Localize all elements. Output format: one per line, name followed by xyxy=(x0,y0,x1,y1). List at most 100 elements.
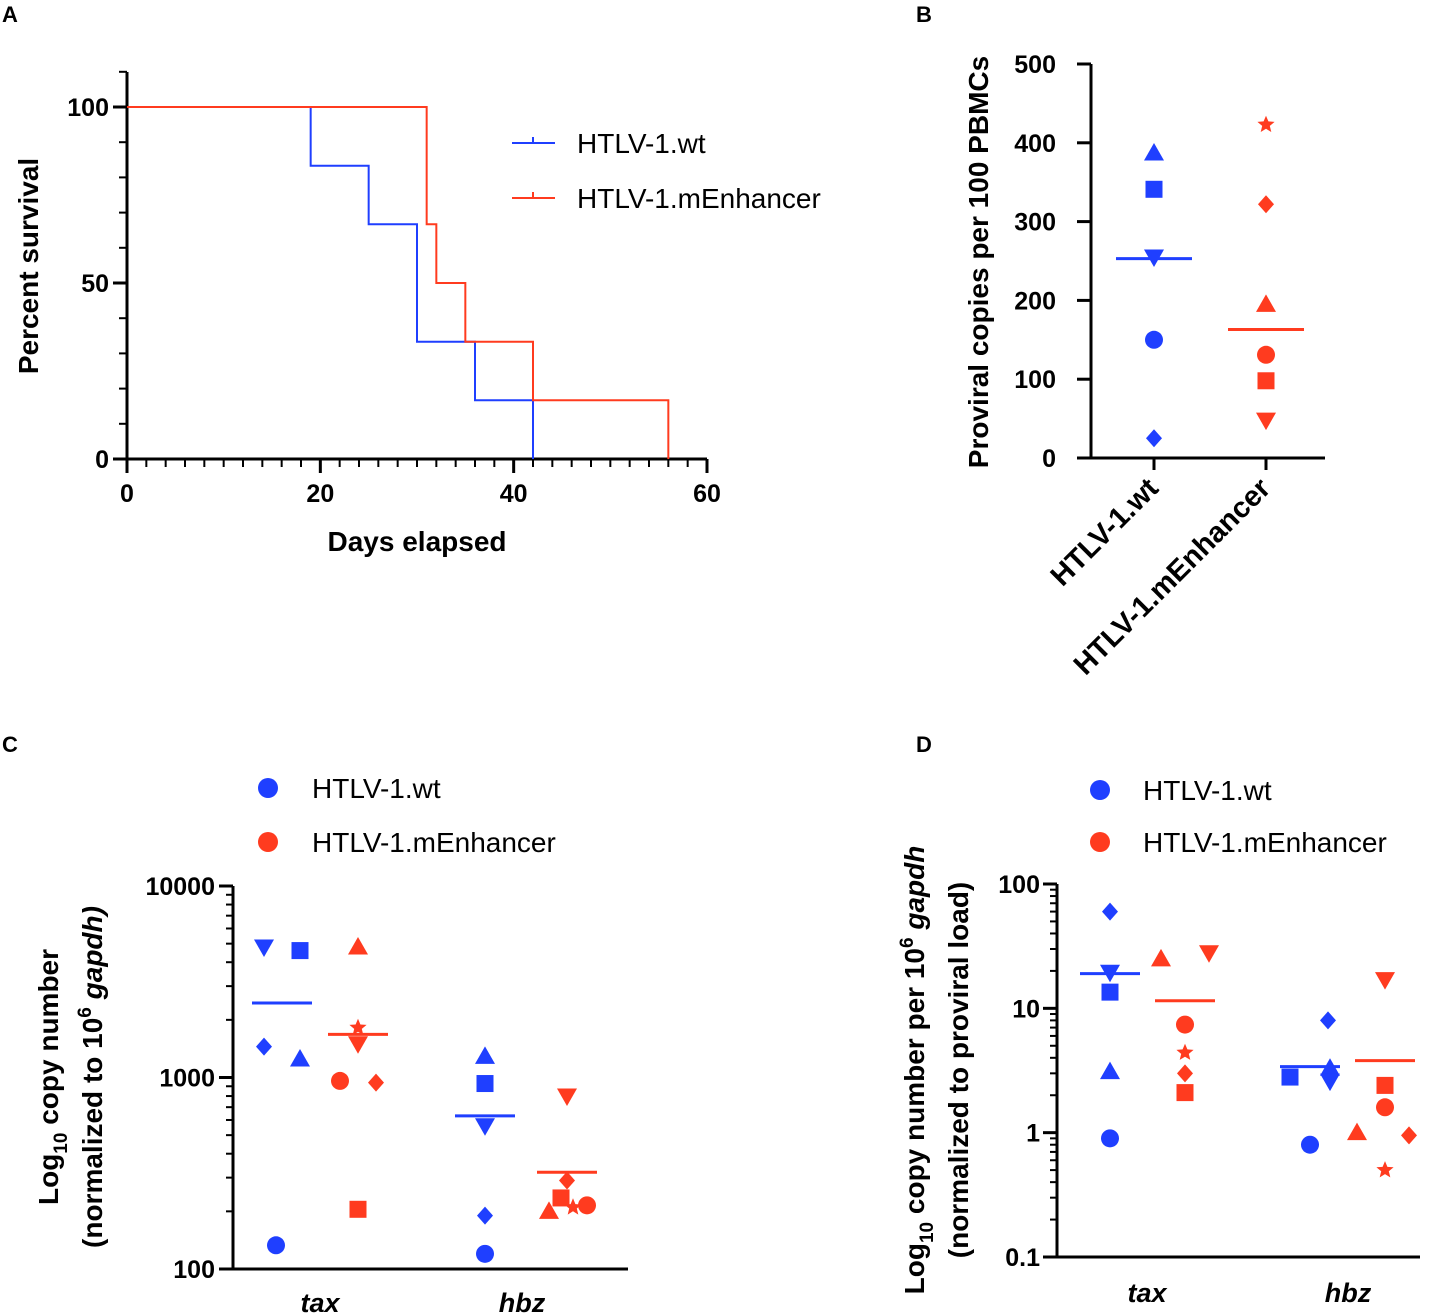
d-legend-label-menhancer: HTLV-1.mEnhancer xyxy=(1143,827,1387,858)
c-y-main: copy number xyxy=(33,949,64,1125)
d-y-tick-label: 1 xyxy=(1026,1120,1040,1148)
d-point-mEnhancer xyxy=(1177,1064,1193,1083)
b-point-wt xyxy=(1145,330,1163,349)
c-point-wt xyxy=(290,1048,310,1067)
c-point-wt xyxy=(475,1118,495,1136)
b-point-wt xyxy=(1146,429,1162,448)
c-legend-label-menhancer: HTLV-1.mEnhancer xyxy=(312,827,556,858)
c-point-wt xyxy=(475,1046,495,1064)
a-survival-line-wt xyxy=(127,106,534,459)
a-y-tick-label: 50 xyxy=(81,270,109,298)
c-point-mEnhancer xyxy=(559,1171,575,1190)
b-y-tick-label: 400 xyxy=(1014,130,1056,158)
d-point-mEnhancer xyxy=(1176,1015,1194,1034)
d-point-mEnhancer xyxy=(1401,1126,1417,1145)
c-y-ticks: 100 1000 10000 xyxy=(145,873,233,1284)
c-point-wt xyxy=(254,939,274,958)
c-category-label-tax: tax xyxy=(300,1288,340,1316)
b-y-tick-label: 200 xyxy=(1014,287,1056,315)
a-x-tick-label: 20 xyxy=(306,480,334,508)
b-point-mEnhancer xyxy=(1258,195,1274,214)
panel-letter-c: C xyxy=(2,732,18,757)
d-legend-marker-wt xyxy=(1090,780,1110,800)
c-y-gene: gapdh) xyxy=(77,906,108,1000)
d-y-axis-title-line1: Log10 copy number per 106 gapdh xyxy=(897,846,938,1295)
b-y-tick-label: 0 xyxy=(1042,445,1056,473)
c-legend-marker-menhancer xyxy=(258,832,278,852)
c-point-mEnhancer xyxy=(349,1200,367,1218)
c-point-wt xyxy=(256,1037,272,1056)
b-y-tick-label: 500 xyxy=(1014,51,1056,79)
d-point-mEnhancer xyxy=(1376,1076,1394,1094)
d-y-tick-label: 10 xyxy=(1012,995,1040,1023)
b-y-ticks: 0 100 200 300 400 500 xyxy=(1014,51,1091,473)
panel-c: C HTLV-1.wt HTLV-1.mEnhancer 100 1000 1000… xyxy=(2,732,628,1316)
d-point-mEnhancer xyxy=(1376,1098,1394,1117)
d-y-log-prefix: Log xyxy=(899,1243,930,1294)
b-point-mEnhancer xyxy=(1257,345,1275,364)
d-point-mEnhancer xyxy=(1375,972,1395,990)
a-legend-label-menhancer: HTLV-1.mEnhancer xyxy=(577,183,821,214)
c-point-mEnhancer xyxy=(539,1201,559,1219)
d-point-wt xyxy=(1101,983,1119,1001)
b-point-mEnhancer xyxy=(1257,115,1275,132)
d-category-label-hbz: hbz xyxy=(1325,1278,1372,1308)
a-y-axis-title: Percent survival xyxy=(13,158,44,374)
d-legend-label-wt: HTLV-1.wt xyxy=(1143,775,1272,806)
b-category-label-wt: HTLV-1.wt xyxy=(1045,472,1165,592)
d-point-mEnhancer xyxy=(1347,1122,1367,1141)
c-data-points xyxy=(252,937,597,1263)
a-y-tick-label: 100 xyxy=(67,94,109,122)
d-point-mEnhancer xyxy=(1176,1043,1194,1060)
d-y-tick-label: 0.1 xyxy=(1005,1244,1040,1272)
d-y-log-sub: 10 xyxy=(917,1222,938,1243)
c-point-wt xyxy=(477,1206,493,1225)
c-y-axis-title-line2: (normalized to 106 gapdh) xyxy=(75,906,108,1248)
a-legend: HTLV-1.wt HTLV-1.mEnhancer xyxy=(512,128,821,214)
c-point-mEnhancer xyxy=(331,1071,349,1090)
c-point-mEnhancer xyxy=(564,1198,582,1215)
panel-d: D HTLV-1.wt HTLV-1.mEnhancer 0.1 1 10 100 L… xyxy=(897,732,1420,1308)
panel-letter-a: A xyxy=(2,2,18,27)
b-point-wt xyxy=(1144,143,1164,161)
d-legend: HTLV-1.wt HTLV-1.mEnhancer xyxy=(1090,775,1387,858)
a-x-axis-title: Days elapsed xyxy=(328,526,507,557)
c-point-mEnhancer xyxy=(552,1189,570,1207)
d-y-gap xyxy=(899,930,930,938)
d-y-sup: 6 xyxy=(897,937,918,948)
d-point-wt xyxy=(1320,1011,1336,1030)
panel-letter-d: D xyxy=(916,732,932,757)
panel-b: B 0 100 200 300 400 500 Proviral copies per 1… xyxy=(916,2,1325,681)
c-y-gap xyxy=(77,999,108,1007)
c-y-tick-label: 1000 xyxy=(159,1065,215,1093)
b-point-wt xyxy=(1144,249,1164,268)
b-y-axis-title: Proviral copies per 100 PBMCs xyxy=(963,56,994,468)
d-point-wt xyxy=(1100,1061,1120,1080)
c-point-mEnhancer xyxy=(578,1196,596,1215)
d-data-points xyxy=(1080,902,1417,1178)
c-point-mEnhancer xyxy=(348,1036,368,1054)
d-y-log-space xyxy=(899,1214,930,1222)
d-legend-marker-menhancer xyxy=(1090,832,1110,852)
d-point-wt xyxy=(1102,902,1118,921)
panel-letter-b: B xyxy=(916,2,932,27)
c-point-wt xyxy=(476,1244,494,1263)
d-y-axis-title: Log10 copy number per 106 gapdh (normali… xyxy=(897,846,974,1295)
d-y-main: copy number per 10 xyxy=(899,948,930,1214)
c-point-wt xyxy=(476,1075,494,1093)
b-point-wt xyxy=(1145,180,1163,198)
a-survival-curves xyxy=(127,106,670,459)
b-y-tick-label: 300 xyxy=(1014,209,1056,237)
d-point-mEnhancer xyxy=(1176,1084,1194,1102)
d-point-wt xyxy=(1320,1058,1340,1076)
c-y-log-prefix: Log xyxy=(33,1154,64,1205)
d-category-label-tax: tax xyxy=(1127,1278,1167,1308)
c-y-tick-label: 100 xyxy=(173,1256,215,1284)
c-legend-marker-wt xyxy=(258,778,278,798)
d-y-tick-label: 100 xyxy=(998,871,1040,899)
d-y-axis-title-line2: (normalized to proviral load) xyxy=(943,882,974,1258)
c-legend: HTLV-1.wt HTLV-1.mEnhancer xyxy=(258,773,556,858)
c-point-wt xyxy=(291,942,309,960)
a-y-tick-label: 0 xyxy=(95,446,109,474)
